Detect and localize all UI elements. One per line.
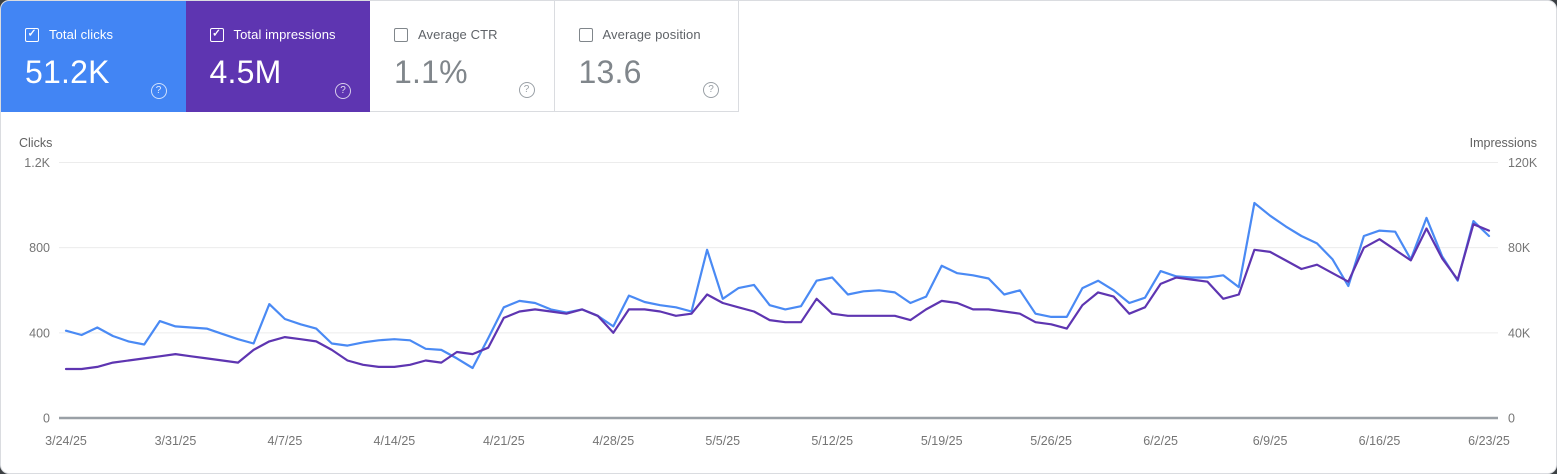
metric-card-label: Total clicks [49,27,114,42]
x-axis-tick: 5/26/25 [1030,434,1072,448]
metric-card-average-position[interactable]: Average position 13.6 ? [554,1,739,112]
x-axis-tick: 4/7/25 [268,434,303,448]
x-axis-tick: 4/14/25 [374,434,416,448]
metric-card-total-clicks[interactable]: ✓ Total clicks 51.2K ? [1,1,186,112]
left-axis-tick: 0 [43,412,50,426]
x-axis-tick: 6/23/25 [1468,434,1510,448]
right-axis-tick: 120K [1508,156,1538,170]
metric-card-value: 4.5M [209,54,282,90]
metric-card-value: 13.6 [578,54,642,90]
x-axis-tick: 4/28/25 [592,434,634,448]
checkbox-checked-icon[interactable]: ✓ [209,27,224,42]
checkbox-unchecked-icon[interactable] [578,27,593,42]
x-axis-tick: 3/31/25 [155,434,197,448]
right-axis-tick: 40K [1508,326,1531,340]
help-icon[interactable]: ? [335,83,351,99]
metric-card-label: Average CTR [418,27,498,42]
x-axis-tick: 3/24/25 [45,434,87,448]
x-axis-tick: 6/16/25 [1359,434,1401,448]
check-glyph: ✓ [27,27,37,40]
metric-card-value: 1.1% [394,54,468,90]
metric-card-total-impressions[interactable]: ✓ Total impressions 4.5M ? [185,1,370,112]
metric-cards: ✓ Total clicks 51.2K ? ✓ Total impressio… [1,1,739,112]
check-glyph: ✓ [212,27,221,40]
left-axis-title: Clicks [19,136,52,150]
x-axis-tick: 6/2/25 [1143,434,1178,448]
right-axis-tick: 0 [1508,412,1515,426]
metric-card-average-ctr[interactable]: Average CTR 1.1% ? [370,1,555,112]
right-axis-tick: 80K [1508,241,1531,255]
right-axis-title: Impressions [1470,136,1537,150]
left-axis-tick: 1.2K [24,156,50,170]
checkbox-checked-icon[interactable]: ✓ [25,27,39,42]
metric-card-label: Average position [602,27,701,42]
help-icon[interactable]: ? [150,83,167,99]
clicks-line [64,201,1491,370]
x-axis-tick: 4/21/25 [483,434,525,448]
x-axis-tick: 5/5/25 [705,434,740,448]
metric-card-value: 51.2K [25,54,110,90]
help-icon[interactable]: ? [703,82,719,98]
x-axis-tick: 5/12/25 [811,434,853,448]
help-icon[interactable]: ? [518,82,535,98]
x-axis-tick: 6/9/25 [1253,434,1288,448]
x-axis-tick: 5/19/25 [921,434,963,448]
impressions-line [64,223,1491,371]
left-axis-tick: 800 [29,241,50,255]
metric-card-label: Total impressions [233,27,336,42]
checkbox-unchecked-icon[interactable] [394,27,408,42]
left-axis-tick: 400 [29,326,50,340]
